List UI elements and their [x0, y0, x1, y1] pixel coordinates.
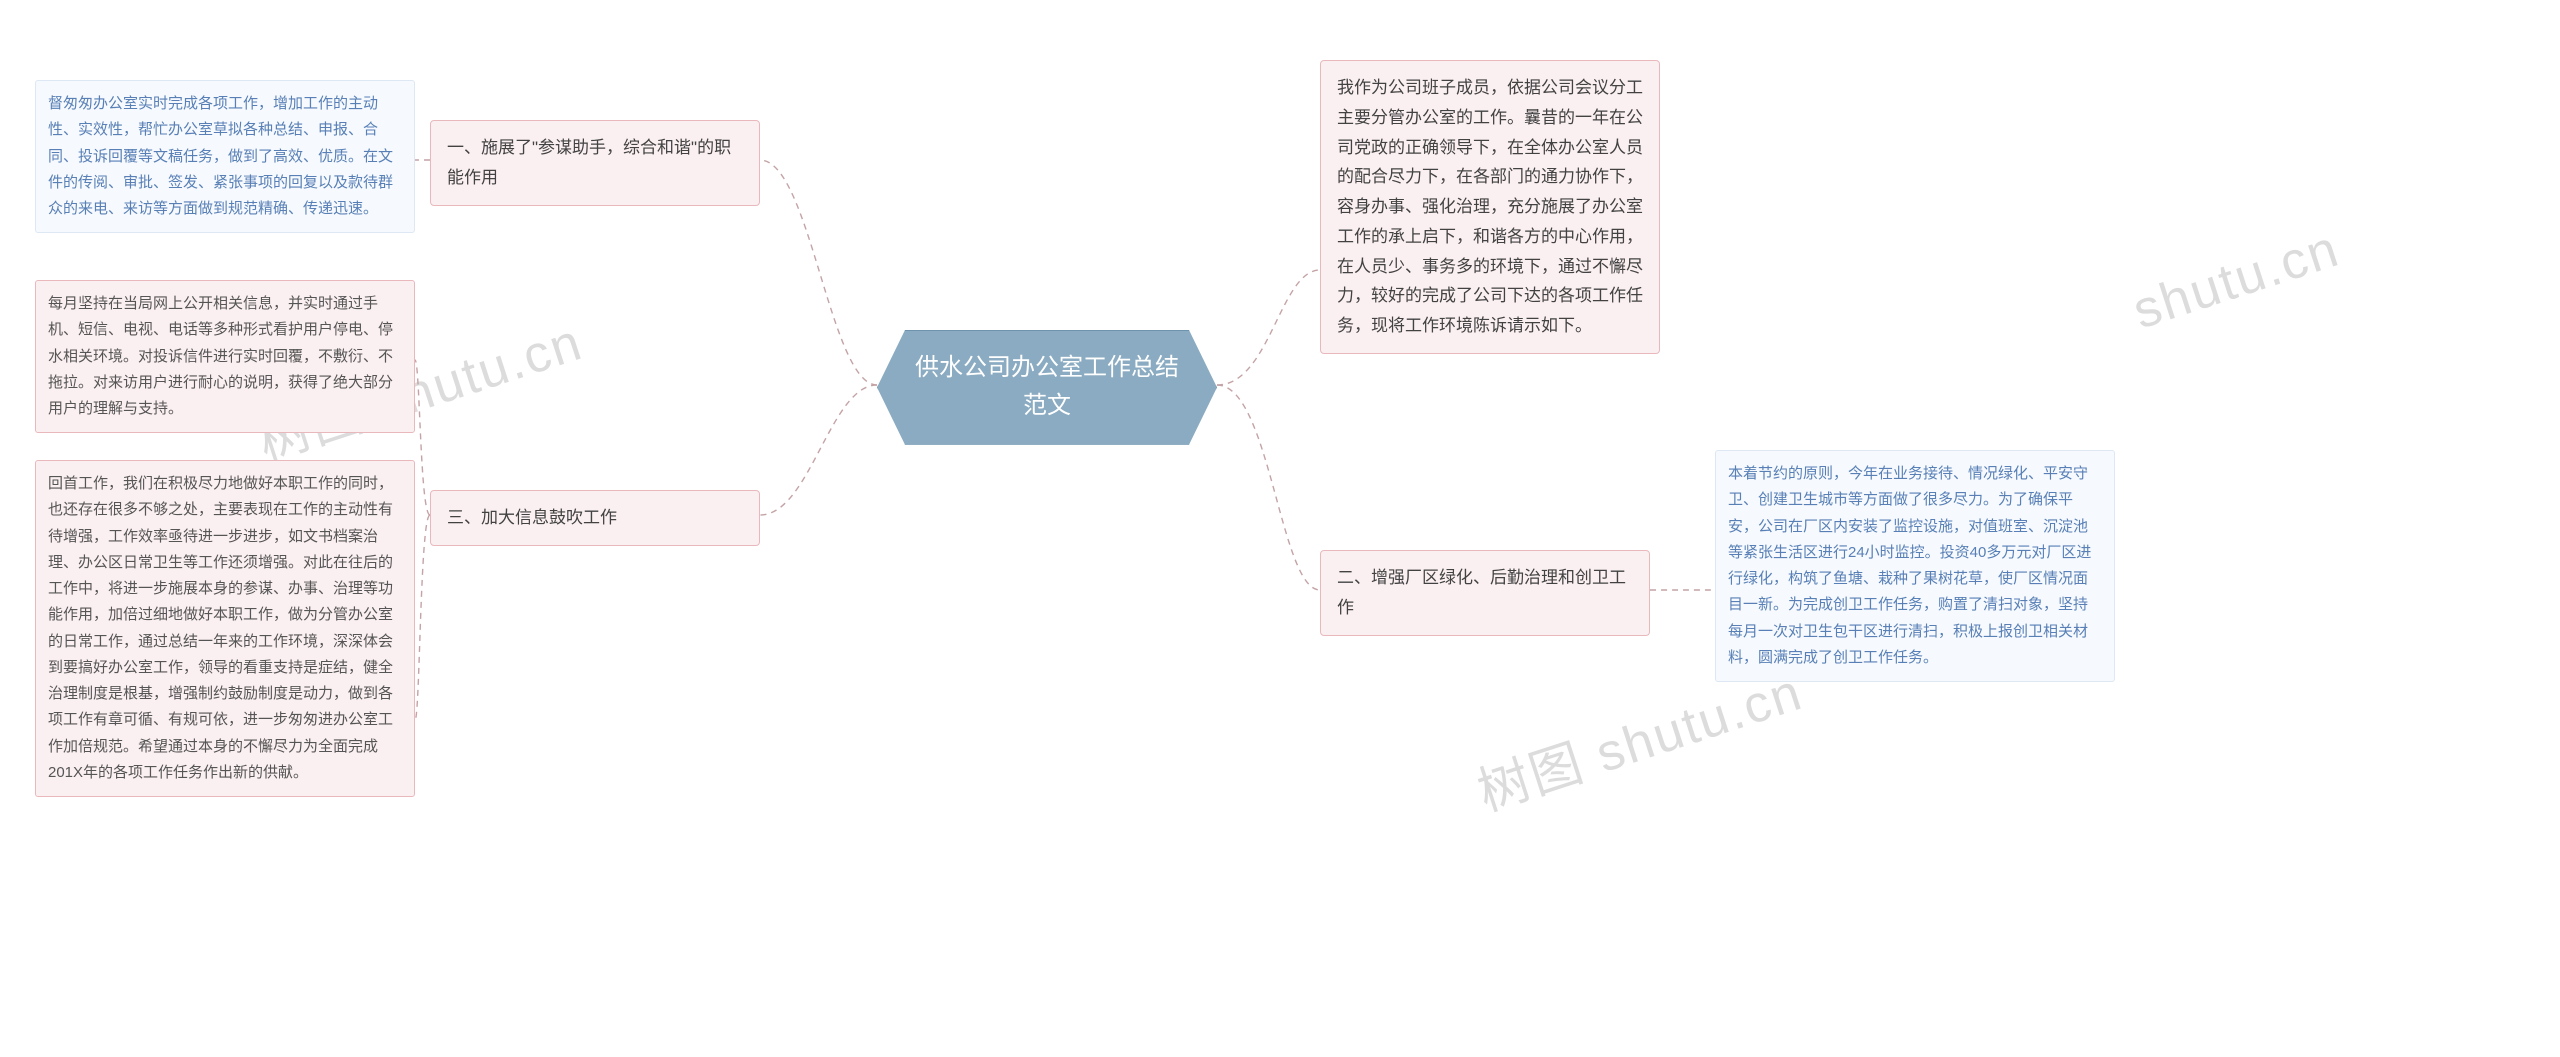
leaf-node-1: 督匆匆办公室实时完成各项工作，增加工作的主动性、实效性，帮忙办公室草拟各种总结、… [35, 80, 415, 233]
center-node: 供水公司办公室工作总结范文 [877, 330, 1217, 445]
leaf-node-3a: 每月坚持在当局网上公开相关信息，并实时通过手机、短信、电视、电话等多种形式看护用… [35, 280, 415, 433]
leaf-node-3b: 回首工作，我们在积极尽力地做好本职工作的同时，也还存在很多不够之处，主要表现在工… [35, 460, 415, 797]
watermark: shutu.cn [2126, 219, 2347, 342]
branch-node-3: 三、加大信息鼓吹工作 [430, 490, 760, 546]
leaf-node-2: 本着节约的原则，今年在业务接待、情况绿化、平安守卫、创建卫生城市等方面做了很多尽… [1715, 450, 2115, 682]
branch-node-1: 一、施展了"参谋助手，综合和谐"的职能作用 [430, 120, 760, 206]
branch-node-2: 二、增强厂区绿化、后勤治理和创卫工作 [1320, 550, 1650, 636]
intro-node: 我作为公司班子成员，依据公司会议分工主要分管办公室的工作。曩昔的一年在公司党政的… [1320, 60, 1660, 354]
